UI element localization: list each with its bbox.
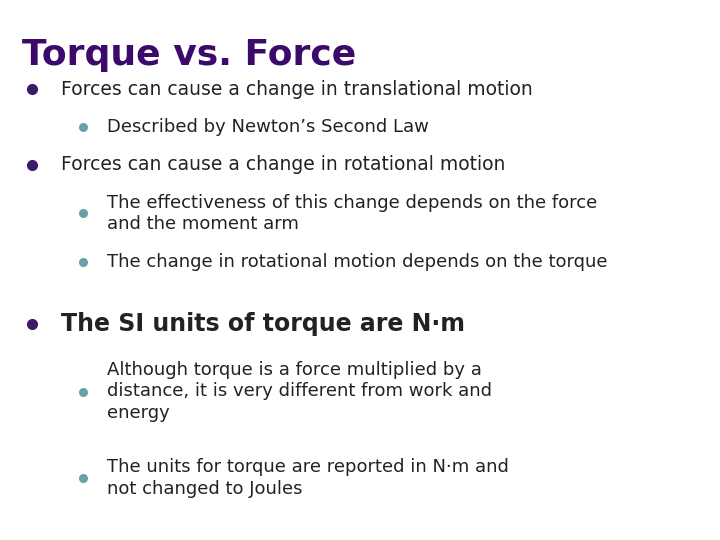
Text: Described by Newton’s Second Law: Described by Newton’s Second Law	[107, 118, 428, 136]
Text: Forces can cause a change in rotational motion: Forces can cause a change in rotational …	[61, 155, 505, 174]
Text: Although torque is a force multiplied by a
distance, it is very different from w: Although torque is a force multiplied by…	[107, 361, 492, 422]
Text: The units for torque are reported in N·m and
not changed to Joules: The units for torque are reported in N·m…	[107, 458, 508, 498]
Text: Torque vs. Force: Torque vs. Force	[22, 38, 356, 72]
Text: The SI units of torque are N·m: The SI units of torque are N·m	[61, 312, 465, 336]
Text: The change in rotational motion depends on the torque: The change in rotational motion depends …	[107, 253, 607, 271]
Text: Forces can cause a change in translational motion: Forces can cause a change in translation…	[61, 79, 533, 99]
Text: The effectiveness of this change depends on the force
and the moment arm: The effectiveness of this change depends…	[107, 193, 597, 233]
